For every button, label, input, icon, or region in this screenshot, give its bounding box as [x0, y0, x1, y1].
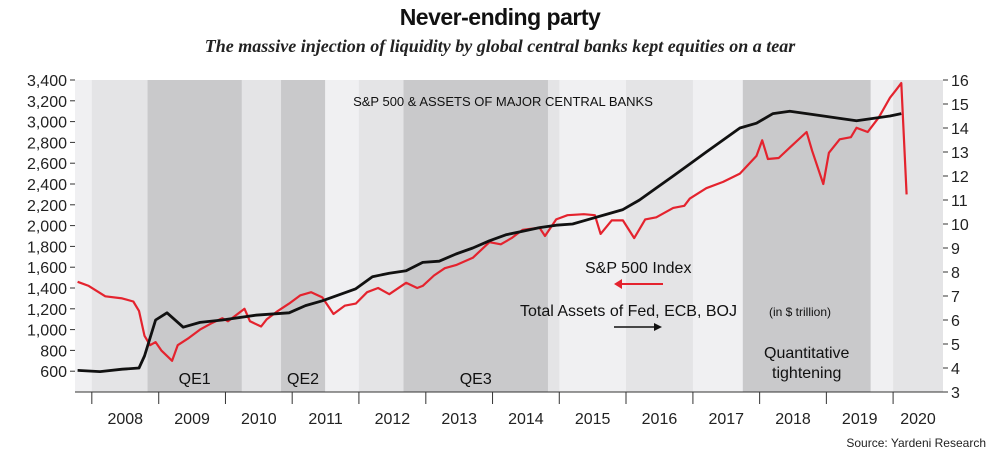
band-label: QE3	[460, 371, 492, 388]
plot-inner-title: S&P 500 & ASSETS OF MAJOR CENTRAL BANKS	[353, 94, 653, 109]
y-right-tick-label: 16	[951, 73, 969, 90]
y-right-tick-label: 12	[951, 169, 969, 186]
x-tick-label: 2015	[575, 411, 611, 428]
x-tick-label: 2020	[900, 411, 936, 428]
y-right-tick-label: 11	[951, 193, 968, 210]
chart-subtitle: The massive injection of liquidity by gl…	[204, 36, 796, 56]
y-right-tick-label: 13	[951, 145, 969, 162]
sp500-series-label: S&P 500 Index	[585, 260, 691, 277]
y-right-tick-label: 3	[951, 385, 960, 402]
y-left-tick-label: 800	[40, 343, 67, 360]
x-tick-label: 2019	[842, 411, 878, 428]
y-right-tick-label: 14	[951, 121, 969, 138]
y-right-tick-label: 5	[951, 337, 960, 354]
x-tick-label: 2013	[441, 411, 477, 428]
y-right-tick-label: 6	[951, 313, 960, 330]
y-left-tick-label: 3,200	[27, 94, 67, 111]
y-left-tick-label: 3,400	[27, 73, 67, 90]
policy-band	[281, 80, 326, 392]
y-right-tick-label: 15	[951, 97, 969, 114]
y-left-tick-label: 2,800	[27, 135, 67, 152]
band-label: QE1	[179, 371, 211, 388]
policy-band	[147, 80, 242, 392]
y-left-tick-label: 1,000	[27, 323, 67, 340]
chart-title: Never-ending party	[399, 4, 601, 30]
y-right-tick-label: 4	[951, 361, 960, 378]
source-note: Source: Yardeni Research	[846, 436, 986, 450]
y-left-tick-label: 1,400	[27, 281, 67, 298]
y-left-tick-label: 2,200	[27, 198, 67, 215]
band-label-line2: tightening	[772, 365, 841, 382]
x-tick-label: 2018	[775, 411, 811, 428]
year-stripe	[626, 80, 693, 392]
band-label: Quantitative	[764, 345, 849, 362]
y-left-tick-label: 3,000	[27, 115, 67, 132]
y-left-tick-label: 600	[40, 364, 67, 381]
y-right-tick-label: 10	[951, 217, 969, 234]
x-tick-label: 2008	[107, 411, 143, 428]
assets-series-label: Total Assets of Fed, ECB, BOJ	[520, 303, 737, 320]
y-left-tick-label: 2,400	[27, 177, 67, 194]
x-tick-label: 2016	[642, 411, 678, 428]
y-left-tick-label: 1,200	[27, 302, 67, 319]
sp500-arrowhead	[614, 279, 622, 289]
y-left-tick-label: 1,800	[27, 239, 67, 256]
year-stripe	[893, 80, 943, 392]
y-right-tick-label: 8	[951, 265, 960, 282]
x-tick-label: 2011	[308, 411, 343, 428]
assets-unit-label: (in $ trillion)	[769, 305, 831, 319]
y-right-tick-label: 7	[951, 289, 960, 306]
x-tick-label: 2014	[508, 411, 544, 428]
assets-arrowhead	[654, 323, 662, 331]
x-tick-label: 2017	[708, 411, 744, 428]
y-left-tick-label: 2,000	[27, 219, 67, 236]
y-left-tick-label: 1,600	[27, 260, 67, 277]
x-tick-label: 2012	[375, 411, 411, 428]
y-left-tick-label: 2,600	[27, 156, 67, 173]
x-tick-label: 2009	[174, 411, 210, 428]
x-tick-label: 2010	[241, 411, 277, 428]
band-label: QE2	[287, 371, 319, 388]
policy-band	[403, 80, 548, 392]
central-bank-assets-series-line	[77, 109, 902, 374]
y-right-tick-label: 9	[951, 241, 960, 258]
